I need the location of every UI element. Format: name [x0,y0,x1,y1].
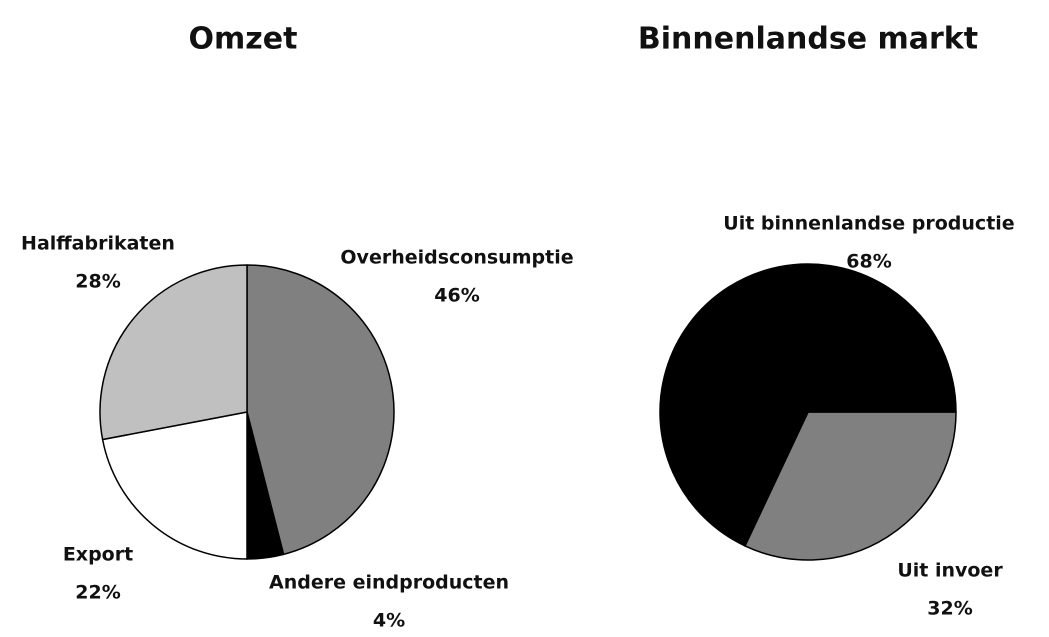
slice-label: Halffabrikaten [21,233,175,255]
slice-label: Export [63,544,133,566]
slice-label: Andere eindproducten [269,572,509,594]
slice-value-label: 4% [373,610,405,632]
pie-slice [101,411,248,560]
chart-title: Omzet [189,22,298,57]
slice-label: Uit invoer [897,560,1003,582]
slice-value-label: 46% [434,285,479,307]
slice-label: Overheidsconsumptie [340,247,573,269]
slice-value-label: 28% [75,271,120,293]
pie-slice [744,411,957,561]
slice-value-label: 32% [927,598,972,620]
chart-title: Binnenlandse markt [638,22,978,57]
slice-label: Uit binnenlandse productie [723,213,1014,235]
slice-value-label: 22% [75,582,120,604]
pie-slice [659,263,957,547]
slice-value-label: 68% [846,251,891,273]
pie-slice [246,264,395,556]
pie-slice [99,264,248,441]
